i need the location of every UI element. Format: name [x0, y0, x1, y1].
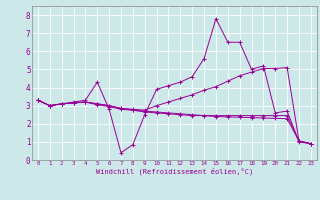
X-axis label: Windchill (Refroidissement éolien,°C): Windchill (Refroidissement éolien,°C)	[96, 168, 253, 175]
